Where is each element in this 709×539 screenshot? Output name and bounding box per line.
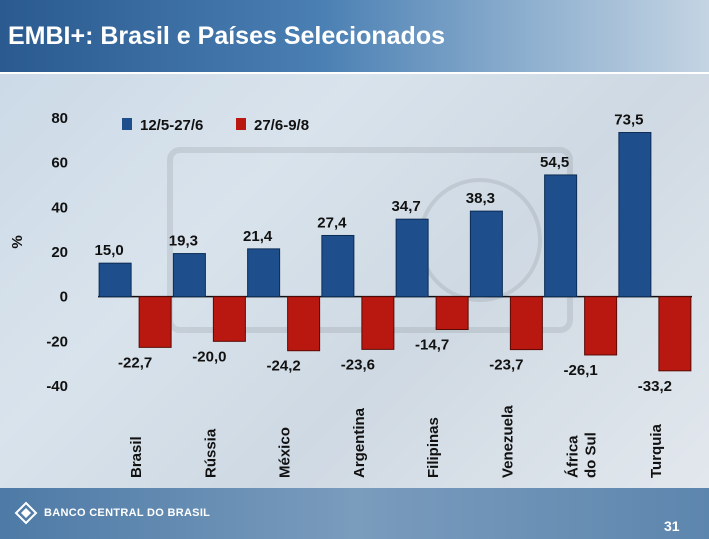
page-title: EMBI+: Brasil e Países Selecionados [8, 22, 445, 50]
bar-value-label: -24,2 [267, 358, 301, 375]
legend-label: 27/6-9/8 [254, 117, 309, 134]
category-label: Filipinas [425, 417, 442, 478]
y-tick-label: 60 [51, 155, 68, 172]
y-tick-label: 40 [51, 199, 68, 216]
bar-value-label: 15,0 [95, 242, 124, 259]
bar-value-label: -14,7 [415, 336, 449, 353]
bar-series-1 [172, 253, 206, 298]
bar-value-label: 21,4 [243, 228, 273, 245]
bar-value-label: 34,7 [392, 198, 421, 215]
y-tick-label: -40 [46, 378, 68, 395]
category-label: México [277, 427, 294, 478]
bar-value-label: -20,0 [192, 348, 226, 365]
y-tick-label: 0 [60, 289, 68, 306]
bar-value-label: -26,1 [564, 362, 598, 379]
bank-logo-icon [14, 501, 38, 525]
title-bar: EMBI+: Brasil e Países Selecionados [0, 0, 709, 74]
bar-value-label: -22,7 [118, 354, 152, 371]
legend-swatch [236, 118, 246, 130]
category-label: Venezuela [499, 405, 516, 478]
y-tick-label: 80 [51, 110, 68, 127]
bar-value-label: -23,7 [489, 357, 523, 374]
bar-value-label: 27,4 [317, 214, 347, 231]
category-label: Brasil [128, 436, 145, 478]
legend-label: 12/5-27/6 [140, 117, 203, 134]
bar-series-2 [361, 296, 395, 350]
bar-series-1 [395, 218, 429, 298]
bar-series-2 [509, 296, 543, 351]
bar-series-2 [287, 296, 321, 352]
bar-series-2 [138, 296, 172, 348]
bar-value-label: 54,5 [540, 154, 569, 171]
page-number: 31 [664, 518, 680, 534]
category-label: Argentina [351, 407, 368, 478]
bar-value-label: 73,5 [614, 112, 643, 129]
bar-series-1 [247, 248, 281, 298]
footer-band [0, 488, 709, 539]
bar-series-2 [212, 296, 246, 342]
bar-value-label: 38,3 [466, 190, 495, 207]
bar-series-2 [658, 296, 692, 372]
bar-series-2 [435, 296, 469, 330]
bar-series-1 [544, 174, 578, 298]
bar-value-label: -23,6 [341, 356, 375, 373]
legend: 12/5-27/6 27/6-9/8 [122, 117, 309, 134]
y-tick-label: -20 [46, 333, 68, 350]
category-label: do Sul [583, 432, 600, 478]
bars-group [98, 132, 692, 372]
bar-series-2 [584, 296, 618, 356]
bar-series-1 [321, 234, 355, 298]
category-label: Rússia [202, 428, 219, 478]
y-tick-label: 20 [51, 244, 68, 261]
labels-group: 15,0 -22,7 Brasil 19,3 -20,0 Rússia 21,4 -24,2 M… [95, 112, 672, 478]
bar-value-label: 19,3 [169, 233, 198, 250]
bar-series-1 [618, 132, 652, 298]
bar-value-label: -33,2 [638, 378, 672, 395]
legend-swatch [122, 118, 132, 130]
bar-series-1 [98, 262, 132, 298]
bank-name: BANCO CENTRAL DO BRASIL [44, 507, 211, 519]
category-label: Turquia [648, 423, 665, 478]
y-axis-label: % [9, 235, 26, 248]
bar-chart: 80 60 40 20 0 -20 -40% 15,0 -22,7 Brasil 19,3 -20,… [9, 110, 692, 478]
category-label: África [565, 435, 582, 478]
bar-series-1 [469, 210, 503, 298]
